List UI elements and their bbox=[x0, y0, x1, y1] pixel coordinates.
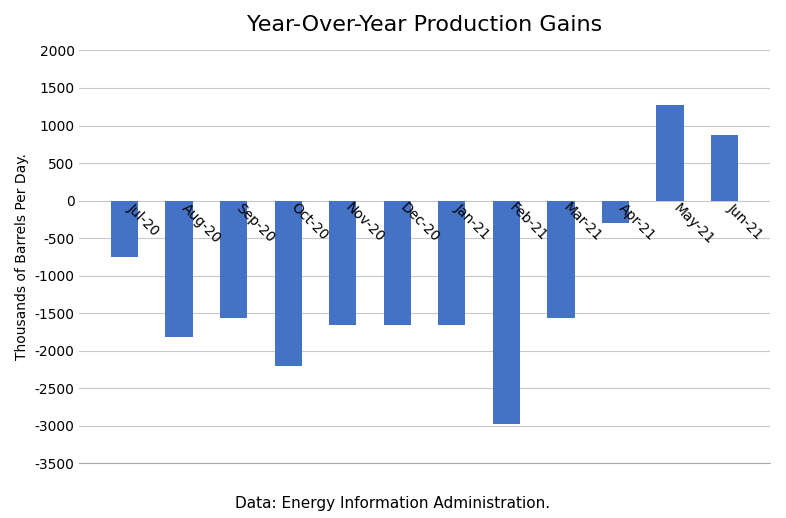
Bar bbox=[220, 200, 248, 318]
Text: Jul-20: Jul-20 bbox=[124, 200, 162, 238]
Title: Year-Over-Year Production Gains: Year-Over-Year Production Gains bbox=[247, 15, 602, 35]
Text: May-21: May-21 bbox=[670, 200, 716, 247]
Bar bbox=[711, 135, 738, 200]
Bar bbox=[329, 200, 356, 325]
Text: Sep-20: Sep-20 bbox=[233, 200, 277, 245]
Bar bbox=[439, 200, 465, 325]
Text: Nov-20: Nov-20 bbox=[343, 200, 387, 245]
Bar bbox=[274, 200, 302, 366]
Bar bbox=[384, 200, 411, 325]
Y-axis label: Thousands of Barrels Per Day.: Thousands of Barrels Per Day. bbox=[15, 153, 29, 361]
Text: Oct-20: Oct-20 bbox=[288, 200, 331, 243]
Text: Jan-21: Jan-21 bbox=[452, 200, 493, 241]
Text: Mar-21: Mar-21 bbox=[561, 200, 605, 244]
Text: Aug-20: Aug-20 bbox=[179, 200, 224, 246]
Text: Data: Energy Information Administration.: Data: Energy Information Administration. bbox=[236, 496, 550, 511]
Bar bbox=[493, 200, 520, 424]
Text: Apr-21: Apr-21 bbox=[615, 200, 658, 243]
Bar bbox=[165, 200, 193, 337]
Bar bbox=[602, 200, 630, 223]
Bar bbox=[656, 105, 684, 200]
Text: Jun-21: Jun-21 bbox=[725, 200, 766, 241]
Text: Dec-20: Dec-20 bbox=[397, 200, 442, 246]
Bar bbox=[111, 200, 138, 257]
Text: Feb-21: Feb-21 bbox=[506, 200, 549, 244]
Bar bbox=[547, 200, 575, 318]
